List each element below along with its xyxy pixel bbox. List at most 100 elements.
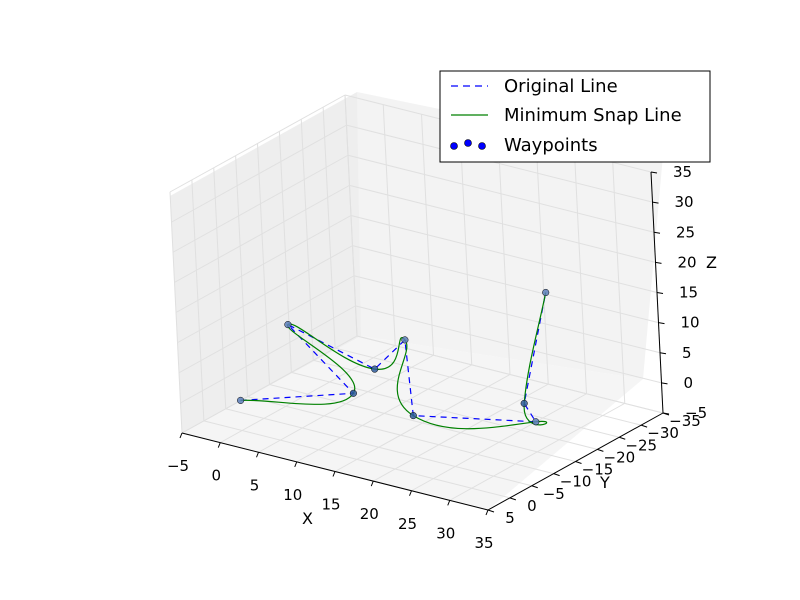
x-tick-mark <box>485 509 489 516</box>
z-tick-label: 10 <box>681 314 700 332</box>
grid-line-back-z <box>353 275 661 354</box>
legend-label-waypoints: Waypoints <box>504 135 598 156</box>
y-tick-label: 5 <box>505 509 515 527</box>
grid-line-back-z <box>350 215 658 293</box>
original-line-path <box>240 292 547 423</box>
y-tick-label: 0 <box>527 497 537 515</box>
z-tick-mark <box>656 292 664 294</box>
grid-line-back-z <box>352 245 659 324</box>
z-tick-mark <box>655 261 662 264</box>
y-tick-label: −5 <box>543 485 565 503</box>
y-tick-label: −30 <box>647 424 679 442</box>
chart-tick-labels: −50510152025303550−5−10−15−20−25−30−35−5… <box>167 163 707 552</box>
grid-line-side-z <box>171 124 347 223</box>
y-tick-label: −20 <box>604 448 636 466</box>
legend-item-original: Original Line <box>451 76 618 97</box>
z-tick-mark <box>653 231 661 234</box>
y-tick-mark <box>640 424 648 428</box>
legend-label-original: Original Line <box>504 76 618 97</box>
x-tick-label: 5 <box>250 476 260 494</box>
y-tick-mark <box>509 497 517 501</box>
y-axis-label: Y <box>599 473 610 492</box>
legend-item-waypoints: Waypoints <box>450 135 598 156</box>
z-tick-label: 25 <box>676 223 695 241</box>
chart-panes <box>170 92 663 510</box>
grid-line-side-z <box>180 305 356 404</box>
series-waypoints <box>237 288 550 426</box>
x-tick-label: 25 <box>398 515 417 533</box>
x-axis-label: X <box>302 509 313 528</box>
y-tick-label: −25 <box>625 436 657 454</box>
x-tick-mark <box>332 471 336 477</box>
waypoint-marker <box>542 288 550 297</box>
grid-line-floor-y <box>269 384 576 462</box>
x-tick-label: 35 <box>474 534 493 552</box>
grid-line-floor-y <box>225 408 532 487</box>
z-tick-label: 30 <box>675 193 694 211</box>
z-tick-label: 35 <box>673 163 692 181</box>
waypoint-marker <box>284 321 292 329</box>
grid-line-side-z <box>174 184 350 283</box>
blue-scatter-markers-icon <box>450 139 486 150</box>
waypoint-marker <box>349 389 357 397</box>
z-tick-label: 0 <box>684 374 694 392</box>
z-tick-label: −5 <box>685 404 707 422</box>
grid-line-back-z <box>346 124 653 203</box>
x-tick-mark <box>409 490 412 496</box>
y-tick-label: −35 <box>669 412 701 430</box>
waypoint-marker <box>371 365 379 373</box>
grid-line-floor-y <box>203 420 510 499</box>
legend-item-snap: Minimum Snap Line <box>451 105 682 126</box>
waypoint-marker <box>520 399 528 407</box>
grid-line-side-z <box>181 335 358 434</box>
y-tick-mark <box>597 448 604 452</box>
waypoint-marker <box>401 336 409 344</box>
waypoint-marker <box>237 396 245 404</box>
x-tick-label: 15 <box>321 496 340 514</box>
x-tick-label: 0 <box>211 467 221 485</box>
x-tick-label: 10 <box>283 486 302 504</box>
z-tick-mark <box>652 201 659 204</box>
z-tick-mark <box>659 352 667 355</box>
y-tick-mark <box>487 509 495 513</box>
z-tick-label: 5 <box>682 344 692 362</box>
y-tick-label: −10 <box>560 473 592 491</box>
grid-line-side-z <box>175 215 352 313</box>
grid-line-back-z <box>356 335 664 414</box>
y-tick-mark <box>553 473 560 477</box>
z-tick-mark <box>661 382 668 385</box>
y-tick-label: −15 <box>582 461 614 479</box>
legend-label-snap: Minimum Snap Line <box>504 105 682 126</box>
grid-line-floor-y <box>335 347 642 426</box>
y-tick-mark <box>531 485 538 489</box>
chart-ticks <box>179 171 670 516</box>
series-original-line <box>240 292 547 423</box>
z-axis-label: Z <box>706 253 717 272</box>
grid-line-side-z <box>172 154 349 253</box>
x-tick-mark <box>447 500 451 506</box>
x-tick-label: 30 <box>436 524 455 542</box>
grid-line-back-z <box>349 184 656 263</box>
pane-back-right <box>357 92 663 379</box>
z-tick-mark <box>662 412 670 415</box>
z-tick-mark <box>650 171 658 174</box>
chart-grid <box>169 94 664 511</box>
x-tick-mark <box>217 442 221 448</box>
x-tick-label: −5 <box>167 457 189 475</box>
x-tick-label: 20 <box>360 505 379 523</box>
legend: Original Line Minimum Snap Line Waypoint… <box>439 70 711 163</box>
z-tick-mark <box>658 322 665 325</box>
grid-line-side-z <box>177 245 353 344</box>
grid-line-floor-y <box>313 359 620 438</box>
x-tick-mark <box>179 432 183 439</box>
grid-line-back-z <box>355 305 662 384</box>
x-tick-mark <box>294 461 298 468</box>
grid-line-back-z <box>347 154 655 233</box>
grid-line-floor-y <box>291 371 598 450</box>
y-tick-mark <box>575 461 582 464</box>
y-tick-mark <box>619 436 626 440</box>
grid-line-side-z <box>178 275 355 374</box>
z-tick-label: 20 <box>678 253 697 271</box>
grid-line-side-z <box>169 94 346 193</box>
